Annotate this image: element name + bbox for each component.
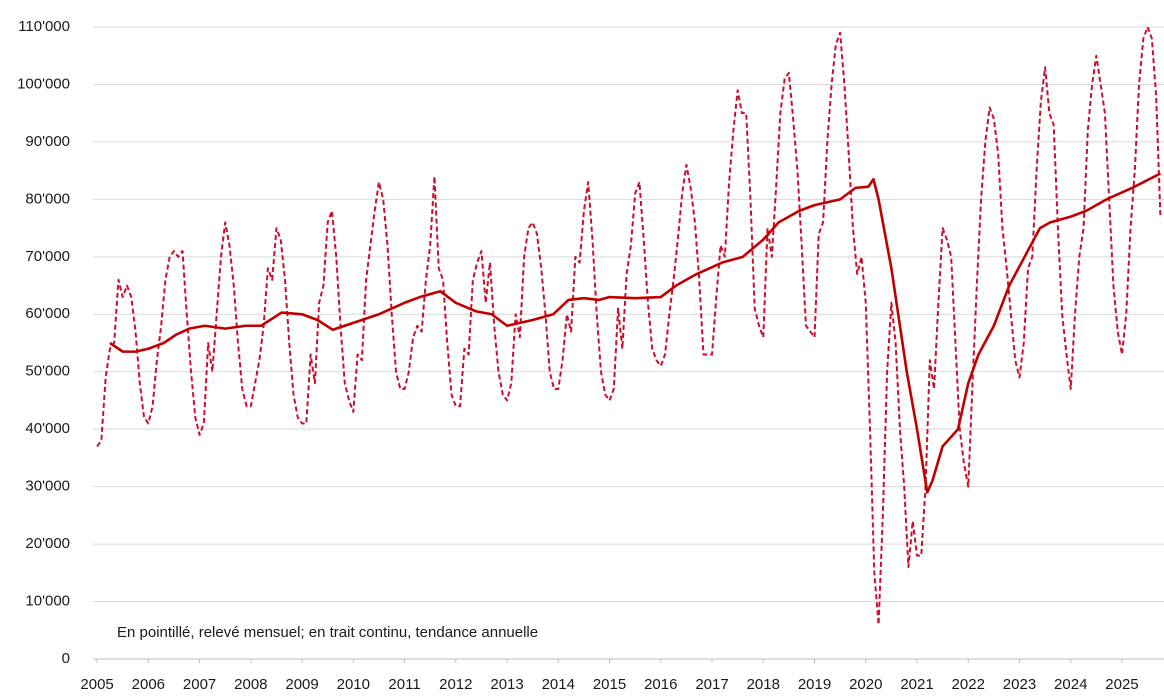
x-tick-label: 2006 — [132, 676, 165, 693]
x-tick-label: 2007 — [183, 676, 216, 693]
x-tick-label: 2008 — [234, 676, 267, 693]
x-tick-label: 2018 — [747, 676, 780, 693]
y-tick-label: 50'000 — [25, 363, 70, 380]
x-tick-label: 2025 — [1105, 676, 1138, 693]
x-tick-label: 2019 — [798, 676, 831, 693]
y-tick-label: 30'000 — [25, 478, 70, 495]
x-tick-label: 2023 — [1003, 676, 1036, 693]
x-tick-label: 2016 — [644, 676, 677, 693]
data-line — [96, 26, 1162, 626]
x-tick-label: 2022 — [952, 676, 985, 693]
y-tick-label: 100'000 — [17, 75, 70, 92]
y-tick-label: 80'000 — [25, 190, 70, 207]
y-tick-label: 10'000 — [25, 593, 70, 610]
x-tick-label: 2020 — [849, 676, 882, 693]
y-tick-label: 110'000 — [18, 18, 70, 35]
x-tick-label: 2024 — [1054, 676, 1087, 693]
x-tick-label: 2012 — [439, 676, 472, 693]
annotation: En pointillé, relevé mensuel; en trait c… — [117, 624, 538, 641]
x-tick-label: 2021 — [900, 676, 933, 693]
x-tick-label: 2015 — [593, 676, 626, 693]
x-tick-label: 2009 — [285, 676, 318, 693]
x-tick-label: 2010 — [337, 676, 370, 693]
y-tick-label: 20'000 — [25, 535, 70, 552]
x-tick-label: 2014 — [542, 676, 575, 693]
y-tick-label: 70'000 — [25, 248, 70, 265]
y-tick-label: 0 — [62, 650, 70, 667]
x-tick-label: 2005 — [80, 676, 113, 693]
y-tick-label: 60'000 — [25, 305, 70, 322]
data-line — [109, 172, 1162, 494]
y-tick-label: 40'000 — [25, 420, 70, 437]
x-tick-label: 2013 — [490, 676, 523, 693]
x-tick-label: 2017 — [695, 676, 728, 693]
y-tick-label: 90'000 — [25, 133, 70, 150]
x-tick-label: 2011 — [388, 676, 420, 693]
